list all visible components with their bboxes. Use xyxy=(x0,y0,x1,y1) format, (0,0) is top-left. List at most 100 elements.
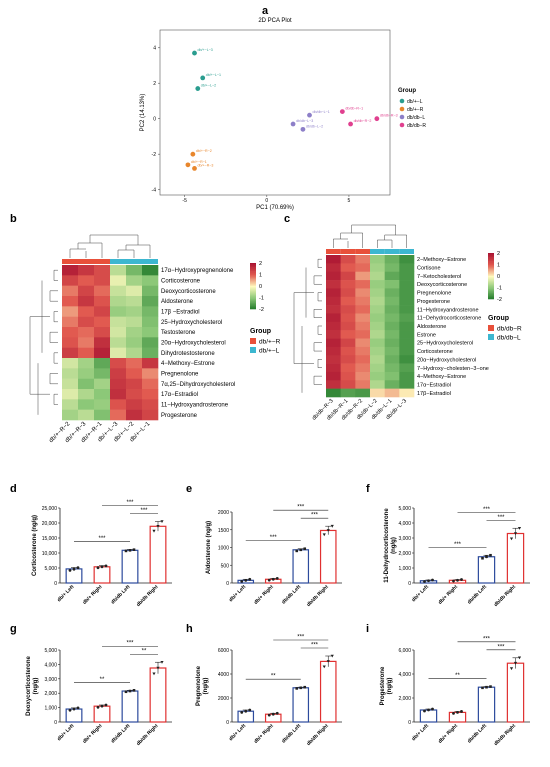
hmc-heatmap-cell xyxy=(355,330,371,339)
hmc-heatmap-cell xyxy=(399,355,415,364)
hmc-heatmap-cell xyxy=(370,263,385,273)
pca-ylabel: PC2 (14.13%) xyxy=(140,94,146,132)
hmb-heatmap-cell xyxy=(110,409,127,421)
hmb-row-label: 4−Methoxy−Estrone xyxy=(161,361,215,367)
hmb-legend-swatch xyxy=(250,338,256,344)
panel-label-d: d xyxy=(10,483,17,495)
hmc-heatmap-cell xyxy=(326,321,341,331)
barh-data-point xyxy=(244,709,248,713)
bare-ytick-label: 1000 xyxy=(218,546,229,552)
hmc-heatmap-cell xyxy=(370,271,385,281)
bare-data-point xyxy=(271,577,275,581)
hmc-heatmap-cell xyxy=(355,255,371,264)
pca-point xyxy=(290,121,296,127)
barh-data-point xyxy=(248,708,252,712)
pca-xtick-label: -5 xyxy=(182,198,187,204)
hmc-heatmap-cell xyxy=(370,355,385,364)
barg-ytick-label: 5,000 xyxy=(44,648,57,654)
hmc-colorbar-segment xyxy=(488,281,494,284)
hmc-heatmap-cell xyxy=(384,313,400,323)
hmb-heatmap-cell xyxy=(94,409,111,421)
hmc-heatmap-cell xyxy=(340,280,356,289)
hmc-row-label: 17α−Estradiol xyxy=(417,382,451,388)
barf-data-point xyxy=(509,537,514,541)
pca-legend-title: Group xyxy=(398,88,416,94)
barg-bar xyxy=(93,705,111,723)
hmb-row-label: Dihydrotestosterone xyxy=(161,351,215,357)
pca-legend-label: db/+−R xyxy=(407,107,424,113)
barh-category-label: db/+ Left xyxy=(228,723,247,742)
bari-bar xyxy=(477,686,496,723)
barf-ytick-label: 5,000 xyxy=(398,506,411,512)
hmb-heatmap-cell xyxy=(126,399,143,410)
bard-data-point xyxy=(72,567,76,571)
panel-label-i: i xyxy=(366,623,369,635)
barh-bar xyxy=(319,660,337,723)
bare-data-point xyxy=(299,548,303,552)
hmc-heatmap-cell xyxy=(355,313,371,323)
hmb-heatmap-cell xyxy=(78,399,95,410)
hmb-heatmap-cell xyxy=(126,347,143,359)
hmc-heatmap-cell xyxy=(370,371,385,381)
hmc-heatmap-cell xyxy=(399,330,415,339)
barh-data-point xyxy=(299,686,303,690)
panel-label-g: g xyxy=(10,623,17,635)
hmc-row-label: 11−Hydroxyandrosterone xyxy=(417,307,479,313)
hmc-heatmap-cell xyxy=(326,346,341,356)
barh-data-point xyxy=(303,685,307,689)
hmc-colorbar-segment xyxy=(488,271,494,273)
hmc-heatmap-cell xyxy=(326,355,341,364)
hmc-heatmap-cell xyxy=(326,288,341,298)
bare-category-label: db/db Left xyxy=(281,584,303,606)
pca-legend-swatch xyxy=(399,98,405,104)
hmc-heatmap-cell xyxy=(399,380,415,389)
bari-data-point xyxy=(452,711,455,715)
pca-point-label: db/db−L−1 xyxy=(313,110,330,114)
bard-data-point xyxy=(124,549,128,553)
hmc-heatmap-cell xyxy=(384,346,400,356)
hmb-heatmap-cell xyxy=(94,296,111,307)
hmc-colorbar-segment xyxy=(488,270,494,272)
hmb-heatmap-cell xyxy=(94,368,111,379)
panel-label-e: e xyxy=(186,483,192,495)
barf-significance-label: *** xyxy=(497,515,505,521)
hmc-heatmap-cell xyxy=(384,271,400,281)
hmb-heatmap-cell xyxy=(94,316,111,328)
barg-category-label: db/+ Left xyxy=(56,723,75,742)
hmc-heatmap-cell xyxy=(370,388,385,398)
hmc-colorbar-segment xyxy=(488,287,494,289)
bard-category-label: db/+ Right xyxy=(82,584,104,606)
bard-significance-label: *** xyxy=(140,508,148,514)
barf-data-point xyxy=(481,556,484,560)
bard-data-point xyxy=(68,569,72,572)
panel-label-c: c xyxy=(284,213,290,225)
barg-data-point xyxy=(156,666,160,670)
hmb-heatmap-cell xyxy=(94,275,111,286)
bare-significance-label: *** xyxy=(270,535,278,541)
hmb-heatmap-cell xyxy=(142,368,159,379)
hmc-legend-label: db/db−R xyxy=(497,326,522,333)
bard-ytick-label: 0 xyxy=(54,581,57,587)
hmb-heatmap-cell xyxy=(126,378,143,390)
pca-ytick-label: -4 xyxy=(152,188,157,194)
hmc-colorbar-segment xyxy=(488,262,494,264)
hmb-heatmap-cell xyxy=(126,296,143,307)
barf-significance-label: *** xyxy=(454,542,462,548)
barh-bar xyxy=(237,710,255,723)
hmc-heatmap-cell xyxy=(326,371,341,381)
pca-point-label: db/+−L−1 xyxy=(206,73,221,77)
hmb-row-label: Corticosterone xyxy=(161,279,201,285)
hmb-colorbar-segment xyxy=(250,295,256,297)
barh-data-point xyxy=(271,712,275,716)
hmc-colorbar-segment xyxy=(488,269,494,271)
hmc-group-bar-cell xyxy=(399,249,414,254)
hmc-heatmap-cell xyxy=(370,280,385,289)
bard-data-point xyxy=(132,548,136,551)
pca-point-label: db/+−R−3 xyxy=(198,163,214,167)
hmc-colorbar-segment xyxy=(488,272,494,274)
hmb-colorbar-segment xyxy=(250,265,256,267)
hmb-group-bar-cell xyxy=(110,259,126,264)
hmb-heatmap-cell xyxy=(62,275,79,286)
hmc-colorbar-segment xyxy=(488,292,494,294)
